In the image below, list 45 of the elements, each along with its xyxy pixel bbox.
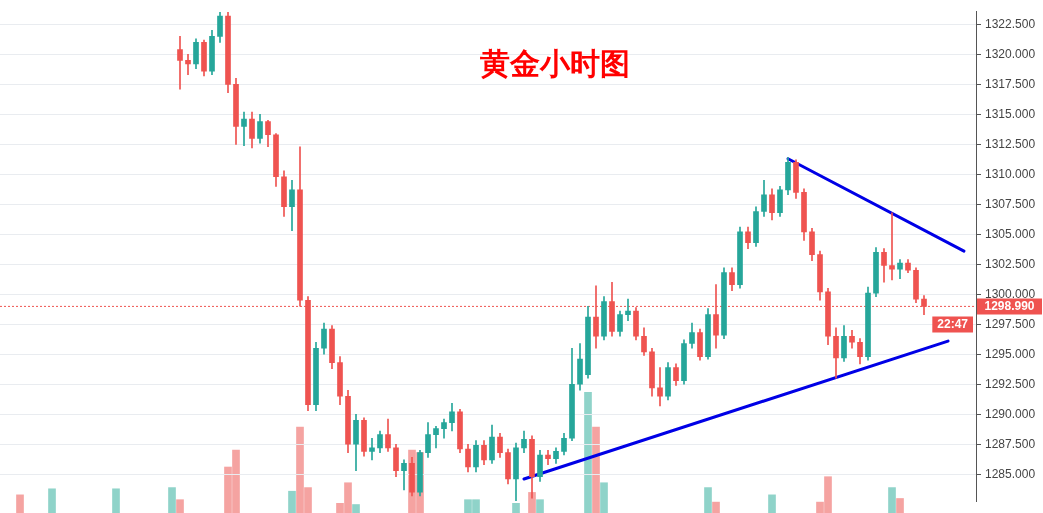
- y-tick-label: 1302.500: [985, 256, 1036, 271]
- y-tick-label: 1295.000: [985, 346, 1036, 361]
- y-tick-label: 1300.000: [985, 286, 1036, 301]
- y-tick-label: 1290.000: [985, 406, 1036, 421]
- candlestick: [625, 298, 631, 321]
- y-tick-label: 1312.500: [985, 136, 1036, 151]
- candlestick: [185, 54, 191, 76]
- bar: [712, 501, 720, 513]
- y-tick-label: 1322.500: [985, 16, 1036, 31]
- y-tick-label: 1320.000: [985, 46, 1036, 61]
- candlestick: [369, 437, 375, 461]
- y-tick-label: 1317.500: [985, 76, 1036, 91]
- y-tick-label: 1310.000: [985, 166, 1036, 181]
- candlestick: [401, 459, 407, 491]
- bar: [288, 490, 296, 513]
- annotation: 22:47: [937, 316, 969, 331]
- bar: [48, 488, 56, 513]
- bar: [352, 504, 360, 513]
- bar: [888, 487, 896, 513]
- candlestick: [241, 111, 247, 146]
- y-tick-label: 1285.000: [985, 466, 1036, 481]
- y-tick-label: 1287.500: [985, 436, 1036, 451]
- y-tick-label: 1292.500: [985, 376, 1036, 391]
- bar: [536, 499, 544, 513]
- y-tick-label: 1305.000: [985, 226, 1036, 241]
- candlestick: [177, 36, 183, 90]
- bar: [592, 426, 600, 513]
- bar: [768, 494, 776, 513]
- candlestick: [657, 367, 663, 407]
- y-tick-label: 1297.500: [985, 316, 1036, 331]
- y-tick-label: 1307.500: [985, 196, 1036, 211]
- y-tick-label: 1315.000: [985, 106, 1036, 121]
- bar: [584, 392, 592, 513]
- candlestick: [889, 212, 895, 281]
- bar: [176, 499, 184, 513]
- bar: [168, 487, 176, 513]
- bar: [600, 482, 608, 513]
- ref-line-label: 1298.990: [984, 298, 1035, 313]
- bar: [112, 488, 120, 513]
- bar: [16, 494, 24, 513]
- text: 黄金小时图: [479, 45, 631, 83]
- bar: [896, 498, 904, 513]
- bar: [704, 487, 712, 513]
- bar: [528, 492, 536, 513]
- bar: [512, 502, 520, 513]
